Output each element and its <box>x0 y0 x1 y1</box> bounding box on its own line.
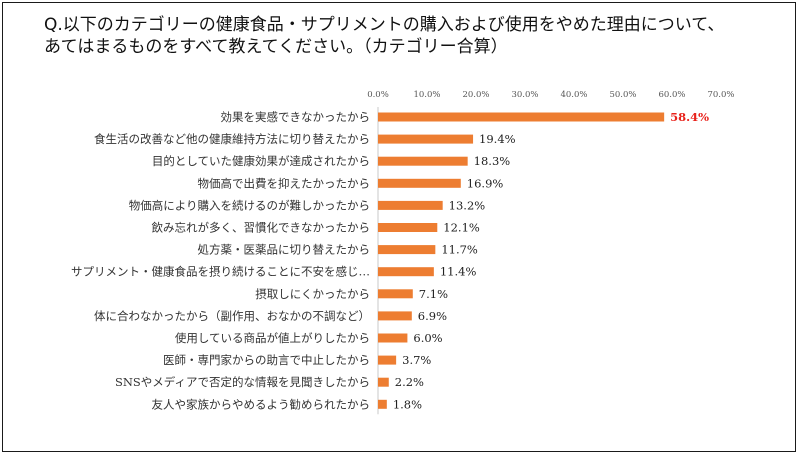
title-line-2: あてはまるものをすべて教えてください。（カテゴリー合算） <box>44 37 508 57</box>
value-label: 13.2% <box>449 198 486 212</box>
x-tick-label: 10.0% <box>413 90 440 100</box>
bar <box>378 200 443 210</box>
category-label: 体に合わなかったから（副作用、おなかの不調など） <box>94 309 370 323</box>
x-tick-label: 40.0% <box>560 90 587 100</box>
value-label: 6.0% <box>413 331 442 345</box>
value-label: 11.7% <box>441 243 478 257</box>
value-label: 19.4% <box>479 132 516 146</box>
x-tick-label: 20.0% <box>462 90 489 100</box>
category-label: 飲み忘れが多く、習慣化できなかったから <box>152 221 371 235</box>
value-label: 3.7% <box>402 353 431 367</box>
value-label: 1.8% <box>393 397 422 411</box>
bar <box>378 245 436 255</box>
bar <box>378 267 434 277</box>
category-label: 効果を実感できなかったから <box>221 110 371 124</box>
bar <box>378 399 387 409</box>
chart-title: Q.以下のカテゴリーの健康食品・サプリメントの購入および使用をやめた理由について… <box>44 14 784 58</box>
category-label: 目的としていた健康効果が達成されたから <box>152 154 370 168</box>
bar <box>378 134 474 144</box>
x-tick-label: 50.0% <box>609 90 636 100</box>
category-label: 摂取しにくかったから <box>255 287 370 301</box>
value-label: 12.1% <box>443 221 480 235</box>
category-label: サプリメント・健康食品を摂り続けることに不安を感じ… <box>71 265 370 279</box>
category-label: 医師・専門家からの助言で中止したから <box>163 353 370 367</box>
category-label: 物価高により購入を続けるのが難しかったから <box>129 198 370 212</box>
category-label: SNSやメディアで否定的な情報を見聞きしたから <box>115 375 370 389</box>
category-label: 物価高で出費を抑えたかったから <box>198 176 371 190</box>
value-label: 6.9% <box>418 309 447 323</box>
title-line-1: Q.以下のカテゴリーの健康食品・サプリメントの購入および使用をやめた理由について… <box>44 15 725 35</box>
bar <box>378 156 468 166</box>
bar <box>378 112 665 122</box>
bar <box>378 178 461 188</box>
value-label: 58.4% <box>670 110 709 124</box>
bar <box>378 289 413 299</box>
value-label: 2.2% <box>395 375 424 389</box>
bar <box>378 355 397 365</box>
category-label: 使用している商品が値上がりしたから <box>175 331 370 345</box>
bar <box>378 377 389 387</box>
value-label: 18.3% <box>474 154 511 168</box>
bar <box>378 223 438 232</box>
bar <box>378 311 412 321</box>
category-label: 処方薬・医薬品に切り替えたから <box>198 243 371 257</box>
category-label: 食生活の改善など他の健康維持方法に切り替えたから <box>94 132 370 146</box>
x-tick-label: 70.0% <box>707 90 734 100</box>
x-tick-label: 60.0% <box>658 90 685 100</box>
x-tick-label: 30.0% <box>511 90 538 100</box>
value-label: 7.1% <box>419 287 448 301</box>
value-label: 11.4% <box>440 265 477 279</box>
value-label: 16.9% <box>467 176 504 190</box>
bar <box>378 333 408 343</box>
category-label: 友人や家族からやめるよう勧められたから <box>152 397 371 411</box>
x-tick-label: 0.0% <box>367 90 389 100</box>
